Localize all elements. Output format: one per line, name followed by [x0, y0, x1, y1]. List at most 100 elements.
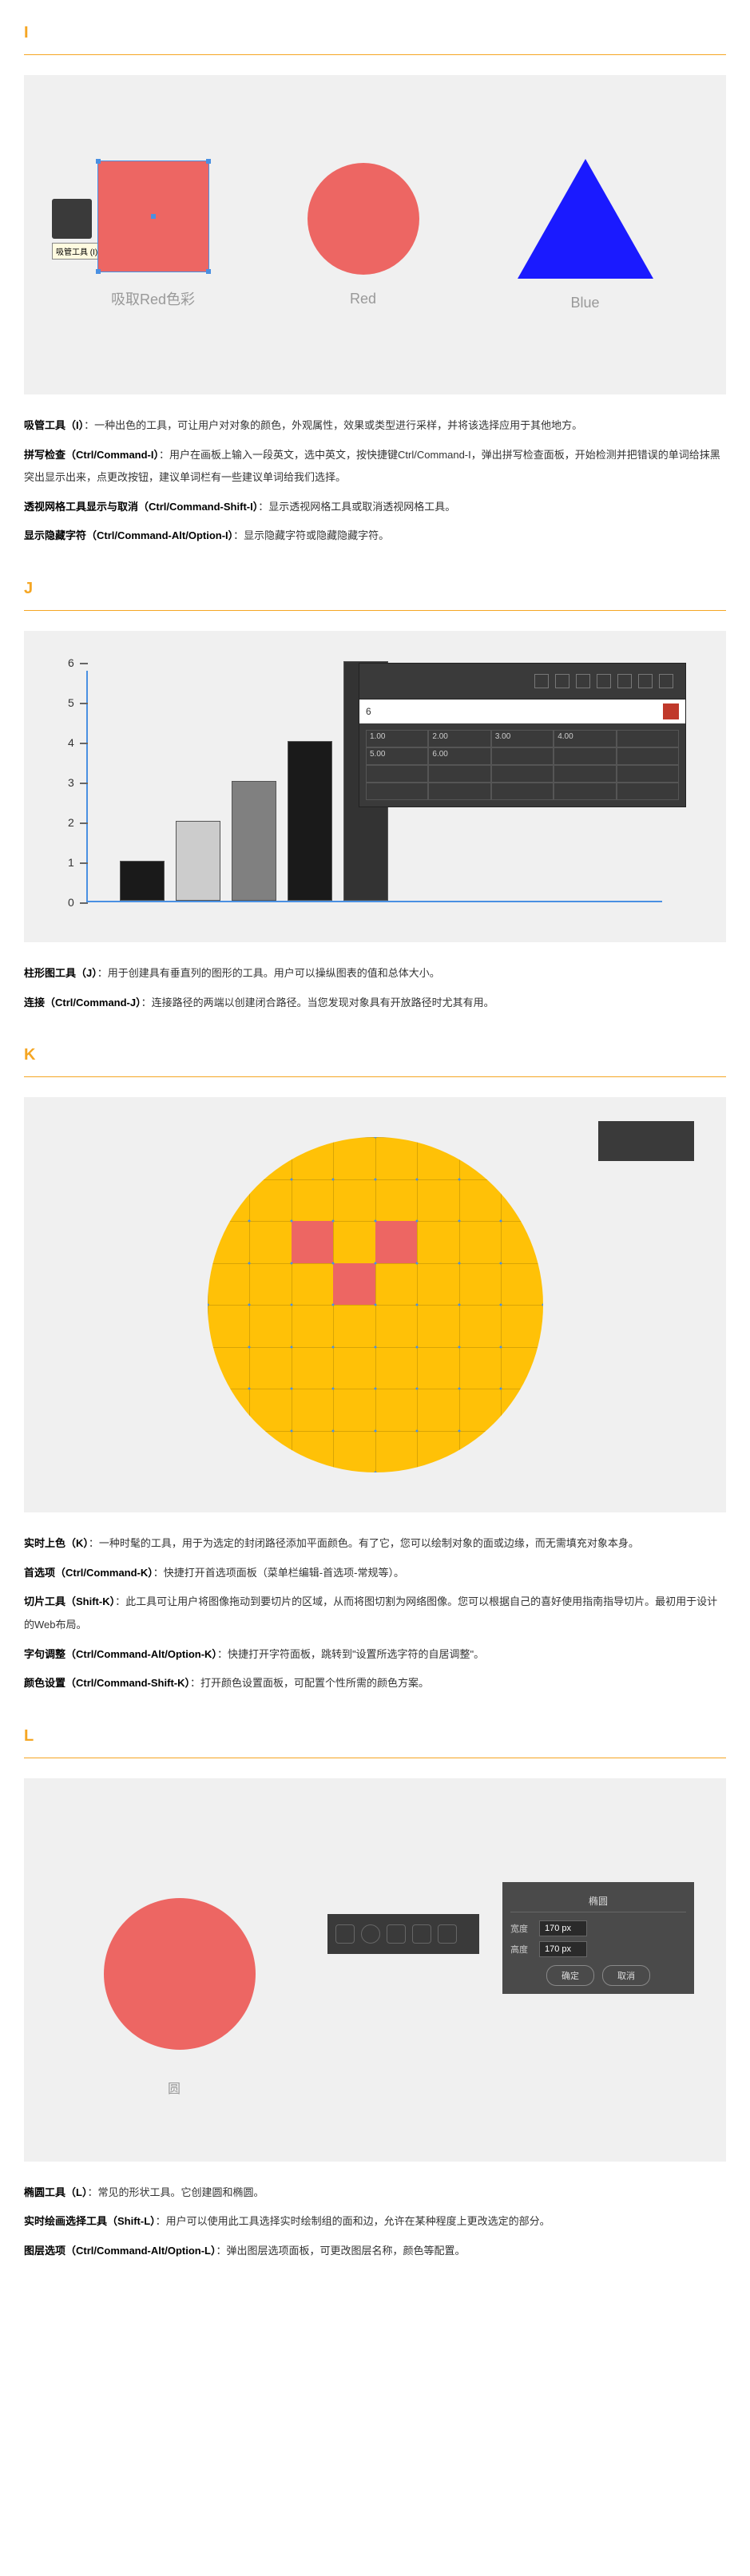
- tool-panel: [598, 1121, 694, 1161]
- data-cell[interactable]: 1.00: [366, 730, 428, 747]
- desc-line: 吸管工具（I）：一种出色的工具，可让用户对对象的颜色，外观属性，效果或类型进行采…: [24, 414, 726, 438]
- data-cell[interactable]: [491, 783, 554, 800]
- chart-bar: [120, 861, 165, 901]
- star-tool-icon[interactable]: [412, 1924, 431, 1944]
- dialog-buttons: 确定 取消: [510, 1965, 686, 1986]
- desc-line: 连接（Ctrl/Command-J）：连接路径的两端以创建闭合路径。当您发现对象…: [24, 992, 726, 1015]
- desc-block-k: 实时上色（K）：一种时髦的工具，用于为选定的封闭路径添加平面颜色。有了它，您可以…: [24, 1532, 726, 1695]
- data-cell[interactable]: [617, 765, 679, 783]
- ok-button[interactable]: 确定: [546, 1965, 594, 1986]
- chart-type-icon[interactable]: [534, 674, 549, 688]
- data-panel-toolbar: [359, 664, 685, 699]
- section-letter-k: K: [24, 1046, 750, 1064]
- desc-block-l: 椭圆工具（L）：常见的形状工具。它创建圆和椭圆。 实时绘画选择工具（Shift-…: [24, 2182, 726, 2263]
- chart-type-icon[interactable]: [617, 674, 632, 688]
- red-square: [97, 161, 209, 272]
- data-cell[interactable]: 6.00: [428, 747, 490, 765]
- y-tick-label: 1: [68, 856, 74, 869]
- desc-block-j: 柱形图工具（J）：用于创建具有垂直列的图形的工具。用户可以操纵图表的值和总体大小…: [24, 962, 726, 1014]
- painted-cell: [292, 1221, 334, 1263]
- live-paint-circle: [208, 1137, 543, 1472]
- chart-type-icon[interactable]: [555, 674, 569, 688]
- rect-tool-icon[interactable]: [335, 1924, 355, 1944]
- ellipse-dialog[interactable]: 椭圆 宽度 170 px 高度 170 px 确定 取消: [502, 1882, 694, 1994]
- ellipse-label: 圆: [168, 2078, 181, 2097]
- flare-tool-icon[interactable]: [438, 1924, 457, 1944]
- data-cell[interactable]: [554, 747, 616, 765]
- illustration-k: [24, 1097, 726, 1512]
- data-cell[interactable]: 2.00: [428, 730, 490, 747]
- eyedropper-tooltip: 吸管工具 (I): [52, 243, 101, 260]
- desc-line: 拼写检查（Ctrl/Command-I）：用户在画板上输入一段英文，选中英文，按…: [24, 444, 726, 489]
- chart-bar: [232, 781, 276, 901]
- desc-line: 图层选项（Ctrl/Command-Alt/Option-L）：弹出图层选项面板…: [24, 2240, 726, 2263]
- data-cell[interactable]: [554, 783, 616, 800]
- x-axis: [86, 901, 662, 902]
- desc-line: 颜色设置（Ctrl/Command-Shift-K）：打开颜色设置面板，可配置个…: [24, 1672, 726, 1695]
- desc-line: 实时绘画选择工具（Shift-L）：用户可以使用此工具选择实时绘制组的面和边，允…: [24, 2210, 726, 2233]
- red-circle: [308, 163, 419, 275]
- desc-line: 显示隐藏字符（Ctrl/Command-Alt/Option-I）：显示隐藏字符…: [24, 525, 726, 548]
- width-field: 宽度 170 px: [510, 1920, 686, 1936]
- desc-line: 首选项（Ctrl/Command-K）：快捷打开首选项面板（菜单栏编辑-首选项-…: [24, 1562, 726, 1585]
- square-label: 吸取Red色彩: [111, 288, 195, 309]
- shape-triangle-col: Blue: [518, 159, 653, 311]
- data-grid[interactable]: 1.002.003.004.00 5.006.00: [359, 723, 685, 806]
- painted-cell: [333, 1263, 375, 1306]
- desc-line: 透视网格工具显示与取消（Ctrl/Command-Shift-I）：显示透视网格…: [24, 496, 726, 519]
- data-cell[interactable]: [428, 783, 490, 800]
- data-panel[interactable]: 6 1.002.003.004.00 5.006.00: [359, 663, 686, 807]
- ellipse-shape: [104, 1898, 256, 2050]
- y-tick-label: 3: [68, 776, 74, 789]
- cancel-button[interactable]: 取消: [602, 1965, 650, 1986]
- data-cell[interactable]: [366, 765, 428, 783]
- data-cell[interactable]: [366, 783, 428, 800]
- desc-line: 切片工具（Shift-K）：此工具可让用户将图像拖动到要切片的区域，从而将图切割…: [24, 1591, 726, 1636]
- data-cell[interactable]: 5.00: [366, 747, 428, 765]
- data-cell[interactable]: [491, 765, 554, 783]
- data-cell[interactable]: [617, 783, 679, 800]
- y-axis: [86, 671, 88, 902]
- desc-line: 字句调整（Ctrl/Command-Alt/Option-K）：快捷打开字符面板…: [24, 1643, 726, 1666]
- width-input[interactable]: 170 px: [539, 1920, 587, 1936]
- shape-square-col: 吸取Red色彩: [97, 161, 209, 309]
- shape-toolbar: [327, 1914, 479, 1954]
- data-cell[interactable]: [428, 765, 490, 783]
- blue-triangle: [518, 159, 653, 279]
- circle-label: Red: [350, 291, 376, 307]
- close-icon[interactable]: [663, 703, 679, 719]
- illustration-l: 圆 椭圆 宽度 170 px 高度 170 px 确定 取消: [24, 1778, 726, 2162]
- desc-line: 实时上色（K）：一种时髦的工具，用于为选定的封闭路径添加平面颜色。有了它，您可以…: [24, 1532, 726, 1556]
- illustration-j: 0123456 6 1.002.003.004.005.006.00: [24, 631, 726, 942]
- data-input-row[interactable]: 6: [359, 699, 685, 723]
- data-cell[interactable]: [491, 747, 554, 765]
- section-letter-i: I: [24, 24, 750, 42]
- ellipse-tool-icon[interactable]: [361, 1924, 380, 1944]
- data-cell[interactable]: [617, 730, 679, 747]
- chart-type-icon[interactable]: [638, 674, 653, 688]
- chart-type-icon[interactable]: [576, 674, 590, 688]
- dialog-title: 椭圆: [510, 1890, 686, 1912]
- chart-type-icon[interactable]: [597, 674, 611, 688]
- height-input[interactable]: 170 px: [539, 1941, 587, 1957]
- shape-circle-col: Red: [308, 163, 419, 307]
- polygon-tool-icon[interactable]: [387, 1924, 406, 1944]
- illustration-i: 吸管工具 (I) 吸取Red色彩 Red Blue: [24, 75, 726, 394]
- eyedropper-panel: [52, 199, 92, 239]
- y-tick-label: 4: [68, 736, 74, 749]
- data-cell[interactable]: [554, 765, 616, 783]
- data-cell[interactable]: 4.00: [554, 730, 616, 747]
- divider: [24, 1076, 726, 1077]
- bar-chart: 0123456 6 1.002.003.004.005.006.00: [64, 655, 686, 910]
- chart-type-icon[interactable]: [659, 674, 673, 688]
- data-cell[interactable]: 3.00: [491, 730, 554, 747]
- y-tick-label: 0: [68, 896, 74, 909]
- painted-cell: [375, 1221, 418, 1263]
- height-label: 高度: [510, 1943, 534, 1956]
- triangle-label: Blue: [570, 295, 599, 311]
- data-input-value: 6: [366, 706, 371, 717]
- data-cell[interactable]: [617, 747, 679, 765]
- chart-bar: [176, 821, 220, 901]
- section-letter-l: L: [24, 1727, 750, 1746]
- desc-line: 柱形图工具（J）：用于创建具有垂直列的图形的工具。用户可以操纵图表的值和总体大小…: [24, 962, 726, 985]
